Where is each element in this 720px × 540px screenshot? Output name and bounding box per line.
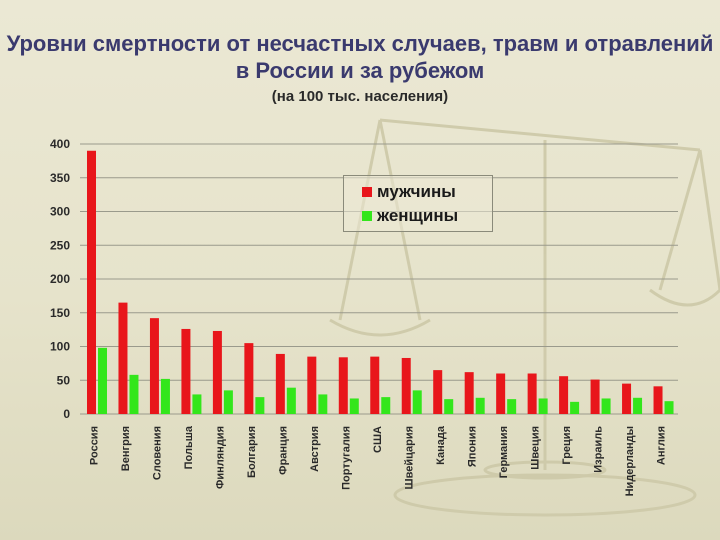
bar-men	[527, 373, 537, 414]
legend-label-women: женщины	[377, 206, 459, 225]
chart-subtitle: (на 100 тыс. населения)	[271, 88, 449, 105]
x-tick-label: Греция	[561, 426, 573, 465]
bar-men	[275, 353, 285, 414]
legend-item-men: мужчины	[362, 181, 456, 203]
x-tick-label: Япония	[466, 426, 478, 467]
x-tick-label: Польша	[183, 425, 195, 469]
x-tick-label: Англия	[655, 426, 667, 465]
bar-women	[286, 387, 296, 414]
chart-title: Уровни смертности от несчастных случаев,…	[6, 31, 714, 83]
y-tick-label: 100	[50, 340, 70, 354]
x-tick-label: Нидерланды	[624, 426, 636, 496]
bar-women	[633, 397, 643, 414]
bar-men	[307, 356, 317, 414]
y-tick-label: 50	[57, 373, 71, 387]
x-tick-label: Швеция	[529, 426, 541, 470]
bar-men	[244, 343, 254, 414]
bar-women	[538, 398, 548, 414]
bar-men	[370, 356, 380, 414]
x-tick-label: Словения	[152, 426, 164, 480]
y-tick-label: 350	[50, 171, 70, 185]
x-tick-label: Канада	[435, 425, 447, 465]
bar-women	[444, 399, 454, 414]
legend-item-women: женщины	[362, 205, 458, 227]
bar-women	[475, 397, 485, 414]
bar-women	[601, 398, 611, 414]
bar-men	[118, 302, 128, 414]
bar-women	[255, 397, 265, 414]
bar-women	[381, 397, 391, 414]
x-tick-label: США	[372, 426, 384, 453]
x-tick-label: Португалия	[341, 426, 353, 490]
y-tick-label: 250	[50, 238, 70, 252]
x-axis-ticks: Россия Венгрия Словения Польша Финляндия Болг…	[89, 425, 668, 496]
bar-men	[181, 328, 191, 414]
x-tick-label: Австрия	[309, 426, 321, 472]
y-axis-ticks: 0 50 100 150 200 250 300 350 400	[50, 137, 70, 421]
bar-women	[129, 374, 139, 414]
bar-women	[160, 378, 170, 414]
bar-women	[349, 398, 359, 414]
x-tick-label: Франция	[278, 426, 290, 475]
x-tick-label: Россия	[89, 426, 101, 465]
x-tick-label: Венгрия	[120, 426, 132, 471]
y-tick-label: 300	[50, 205, 70, 219]
bar-women	[192, 394, 202, 414]
bar-men	[433, 370, 443, 414]
x-tick-label: Финляндия	[215, 426, 227, 489]
bar-men	[149, 318, 159, 414]
bar-men	[87, 150, 96, 414]
bar-women	[318, 394, 328, 414]
y-tick-label: 200	[50, 272, 70, 286]
legend-swatch-women	[362, 211, 372, 221]
bar-women	[664, 401, 674, 414]
x-tick-label: Швейцария	[403, 426, 415, 489]
bar-women	[223, 390, 233, 414]
bar-women	[570, 401, 580, 414]
x-tick-label: Израиль	[592, 426, 604, 473]
legend-swatch-men	[362, 187, 372, 197]
bar-men	[401, 357, 411, 414]
bar-men	[559, 376, 569, 414]
legend: мужчины женщины	[343, 175, 493, 232]
bar-men	[622, 383, 632, 414]
x-tick-label: Германия	[498, 426, 510, 478]
bar-men	[496, 373, 506, 414]
bar-women	[412, 390, 422, 414]
y-tick-label: 0	[63, 407, 70, 421]
bar-women	[507, 399, 517, 414]
bars	[87, 150, 674, 414]
legend-label-men: мужчины	[377, 182, 456, 201]
bar-women	[98, 347, 107, 414]
y-tick-label: 400	[50, 137, 70, 151]
bar-men	[590, 379, 600, 414]
y-tick-label: 150	[50, 306, 70, 320]
bar-men	[212, 330, 222, 414]
bar-men	[338, 357, 348, 414]
bar-men	[464, 372, 474, 414]
x-tick-label: Болгария	[246, 426, 258, 478]
bar-men	[653, 386, 663, 414]
